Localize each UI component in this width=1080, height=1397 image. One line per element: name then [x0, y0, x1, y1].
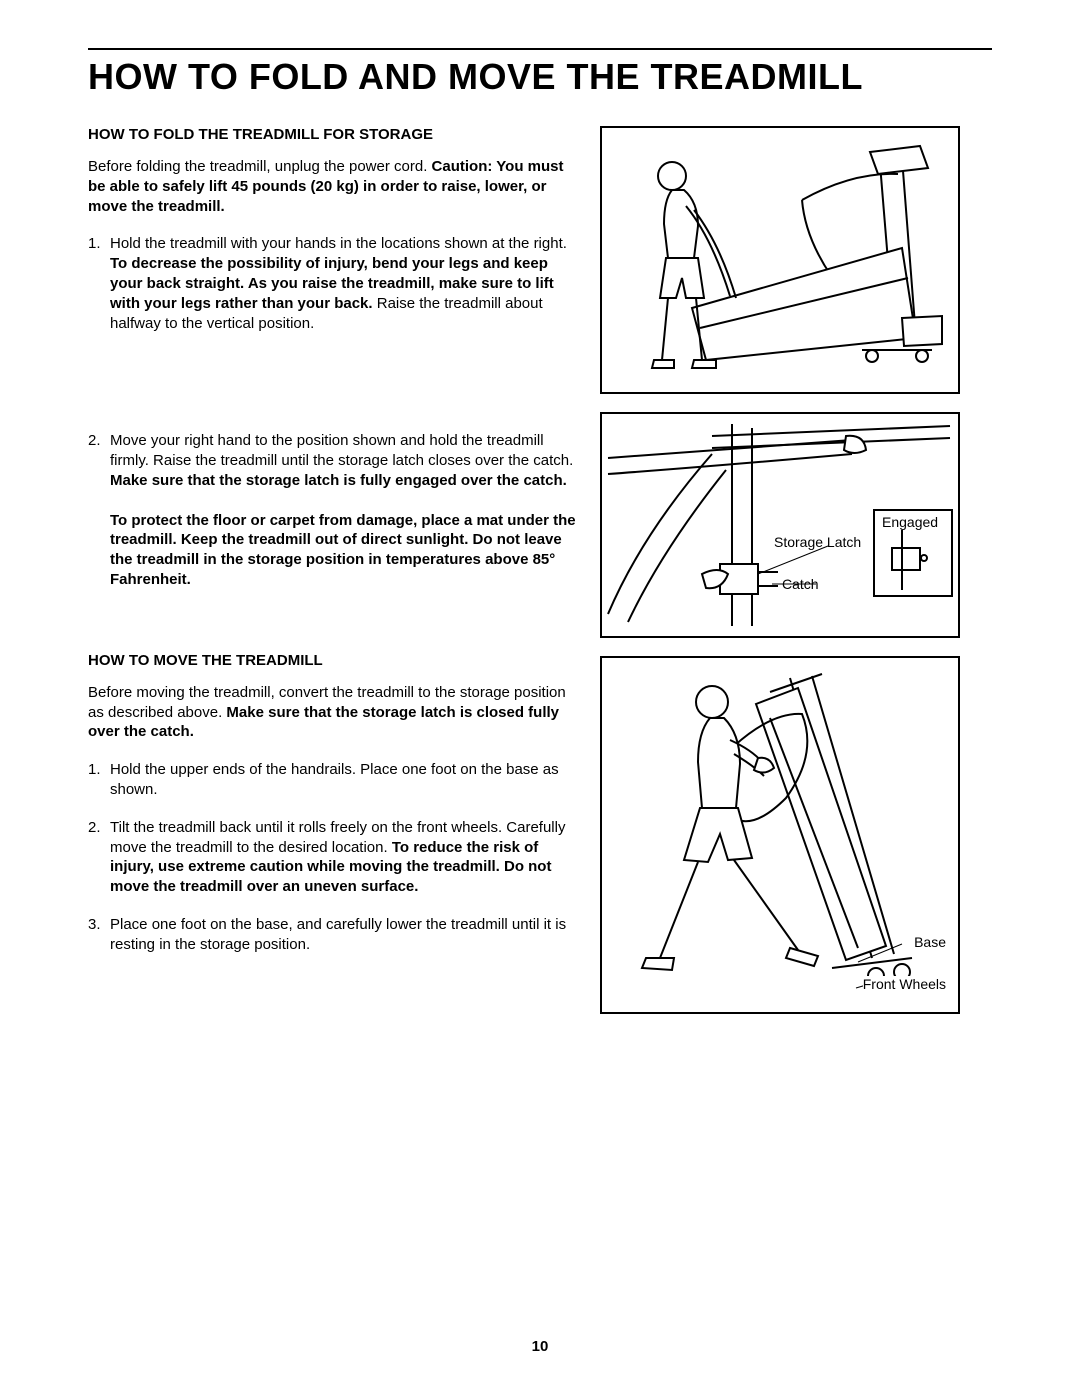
- fig3-label-front-wheels: Front Wheels: [863, 976, 946, 992]
- top-rule: [88, 48, 992, 50]
- section1-heading: HOW TO FOLD THE TREADMILL FOR STORAGE: [88, 126, 578, 143]
- s1-step1-a: Hold the treadmill with your hands in th…: [110, 235, 567, 252]
- fig2-label-engaged: Engaged: [882, 514, 938, 530]
- section1-intro: Before folding the treadmill, unplug the…: [88, 157, 578, 216]
- figure-1: [600, 126, 960, 394]
- section1-steps: Hold the treadmill with your hands in th…: [88, 234, 578, 333]
- right-column: Engaged Storage Latch Catch: [600, 126, 960, 1014]
- figure-2: Engaged Storage Latch Catch: [600, 412, 960, 638]
- section1-intro-a: Before folding the treadmill, unplug the…: [88, 158, 432, 175]
- section-move: HOW TO MOVE THE TREADMILL Before moving …: [88, 652, 578, 955]
- section1-step1: Hold the treadmill with your hands in th…: [110, 234, 578, 333]
- section1-step2: Move your right hand to the position sho…: [110, 431, 578, 589]
- fig3-label-base: Base: [914, 934, 946, 950]
- figure-1-svg: [602, 128, 958, 392]
- page-number: 10: [0, 1338, 1080, 1355]
- s2-step3: Place one foot on the base, and carefull…: [110, 916, 566, 953]
- content-columns: HOW TO FOLD THE TREADMILL FOR STORAGE Be…: [88, 126, 992, 1014]
- fig2-label-storage-latch: Storage Latch: [774, 534, 861, 550]
- fig2-label-catch: Catch: [782, 576, 819, 592]
- section2-step1: Hold the upper ends of the handrails. Pl…: [110, 760, 578, 800]
- section2-heading: HOW TO MOVE THE TREADMILL: [88, 652, 578, 669]
- section2-intro: Before moving the treadmill, convert the…: [88, 683, 578, 742]
- fig2-label-storage-latch-text: Storage Latch: [774, 534, 861, 550]
- s1-step2-bold-a: Make sure that the storage latch is full…: [110, 472, 567, 489]
- page: HOW TO FOLD AND MOVE THE TREADMILL HOW T…: [0, 0, 1080, 1397]
- section2-step3: Place one foot on the base, and carefull…: [110, 915, 578, 955]
- section-fold: HOW TO FOLD THE TREADMILL FOR STORAGE Be…: [88, 126, 578, 590]
- s2-step1: Hold the upper ends of the handrails. Pl…: [110, 761, 559, 798]
- figure-3: Base Front Wheels: [600, 656, 960, 1014]
- figure-3-svg: [602, 658, 958, 1012]
- s1-step2-a: Move your right hand to the position sho…: [110, 432, 573, 469]
- s1-step2-para2: To protect the floor or carpet from dama…: [110, 512, 576, 588]
- left-column: HOW TO FOLD THE TREADMILL FOR STORAGE Be…: [88, 126, 578, 1014]
- section2-steps: Hold the upper ends of the handrails. Pl…: [88, 760, 578, 954]
- section1-steps-cont: Move your right hand to the position sho…: [88, 431, 578, 589]
- spacer: [88, 608, 578, 652]
- spacer: [88, 351, 578, 431]
- main-title: HOW TO FOLD AND MOVE THE TREADMILL: [88, 56, 992, 98]
- section2-step2: Tilt the treadmill back until it rolls f…: [110, 818, 578, 897]
